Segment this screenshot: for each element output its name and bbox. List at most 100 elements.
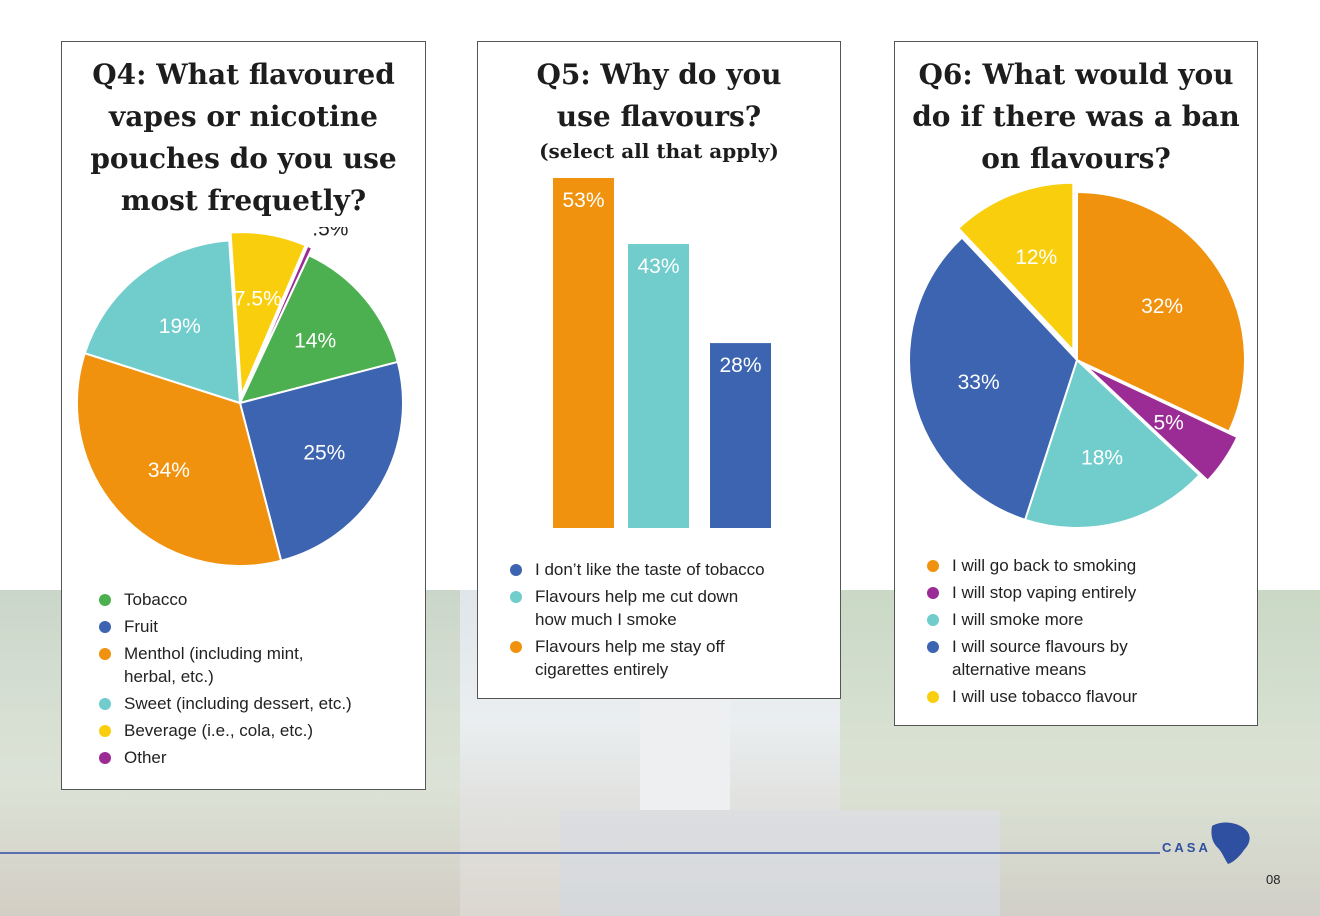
q6-title-line: on flavours?	[981, 142, 1171, 175]
q6-pie-chart: 32% 5% 18% 33% 12%	[908, 181, 1246, 529]
page-number: 08	[1266, 872, 1281, 887]
background-road	[560, 810, 1000, 916]
legend-item: I will go back to smoking	[927, 554, 1137, 577]
legend-label: Flavours help me stay off	[535, 637, 725, 656]
pie-slice-fruit	[238, 360, 404, 562]
slice-label-i-will-go-back-to-smoking: 32%	[1141, 295, 1183, 318]
q5-title: Q5: Why do you use flavours? (select all…	[478, 54, 840, 164]
slice-label-beverage-i-e-cola-etc: 7.5%	[234, 288, 282, 311]
legend-swatch	[99, 648, 111, 660]
legend-item: Flavours help me stay off cigarettes enti…	[510, 635, 765, 681]
bar-i-don-t-like-the-taste-of-tobacco	[710, 343, 771, 528]
pie-slice-i-will-stop-vaping-entirely	[1084, 364, 1239, 483]
slice-label-sweet-including-dessert-etc: 19%	[159, 315, 201, 338]
legend-swatch	[510, 564, 522, 576]
legend-item: Beverage (i.e., cola, etc.)	[99, 719, 352, 742]
legend-item: I will smoke more	[927, 608, 1137, 631]
legend-label: Beverage (i.e., cola, etc.)	[124, 721, 313, 740]
slice-label-fruit: 25%	[303, 441, 345, 464]
slice-label-tobacco: 14%	[294, 329, 336, 352]
q4-panel: Q4: What flavoured vapes or nicotine pou…	[61, 41, 426, 790]
slice-label-i-will-source-flavours-by-alternative-me: 33%	[958, 371, 1000, 394]
q4-title-line: vapes or nicotine	[109, 100, 378, 133]
q4-title-line: most frequetly?	[120, 184, 367, 217]
legend-item: I don’t like the taste of tobacco	[510, 558, 765, 581]
legend-swatch	[99, 752, 111, 764]
bar-label-flavours-help-me-cut-down-how-much-i-smo: 43%	[637, 255, 679, 278]
pie-slice-tobacco	[238, 253, 399, 405]
q5-legend: I don’t like the taste of tobacco Flavour…	[510, 558, 765, 685]
q4-title: Q4: What flavoured vapes or nicotine pou…	[62, 54, 425, 222]
legend-item: I will use tobacco flavour	[927, 685, 1137, 708]
legend-swatch	[927, 614, 939, 626]
legend-item: Fruit	[99, 615, 352, 638]
legend-item: Other	[99, 746, 352, 769]
legend-label: I will go back to smoking	[952, 556, 1137, 575]
q6-title-line: Q6: What would you	[918, 58, 1234, 91]
slice-label-other: .5%	[312, 227, 348, 240]
bar-label-i-don-t-like-the-taste-of-tobacco: 28%	[719, 354, 761, 377]
legend-item: I will source flavours by alternative mea…	[927, 635, 1137, 681]
q6-title-line: do if there was a ban	[912, 100, 1240, 133]
q5-panel: Q5: Why do you use flavours? (select all…	[477, 41, 841, 699]
legend-label: Sweet (including dessert, etc.)	[124, 694, 352, 713]
legend-label: I will smoke more	[952, 610, 1084, 629]
q6-legend: I will go back to smoking I will stop vap…	[927, 554, 1137, 712]
q4-title-line: pouches do you use	[90, 142, 397, 175]
q4-legend: Tobacco Fruit Menthol (including mint, herb…	[99, 588, 352, 773]
legend-swatch	[99, 594, 111, 606]
legend-label: I will source flavours by	[952, 637, 1128, 656]
legend-label: Other	[124, 748, 167, 767]
legend-swatch	[99, 621, 111, 633]
background-building	[640, 700, 730, 820]
legend-swatch	[927, 560, 939, 572]
q5-title-line: use flavours?	[556, 100, 762, 133]
q4-pie-chart: 14% 25% 34% 19% 7.5% .5%	[76, 227, 404, 567]
q6-title: Q6: What would you do if there was a ban…	[895, 54, 1257, 180]
pie-slice-other	[242, 244, 314, 397]
bar-label-flavours-help-me-stay-off-cigarettes-ent: 53%	[562, 189, 604, 212]
legend-label: I don’t like the taste of tobacco	[535, 560, 765, 579]
legend-item: Menthol (including mint, herbal, etc.)	[99, 642, 352, 688]
bar-flavours-help-me-cut-down-how-much-i-smo	[628, 244, 689, 529]
legend-label: Fruit	[124, 617, 158, 636]
slice-label-menthol-including-mint-herbal-etc: 34%	[148, 459, 190, 482]
legend-label: herbal, etc.)	[124, 667, 214, 686]
legend-label: alternative means	[952, 660, 1087, 679]
legend-item: Flavours help me cut down how much I smok…	[510, 585, 765, 631]
legend-label: how much I smoke	[535, 610, 677, 629]
pie-slice-beverage-i-e-cola-etc	[229, 231, 307, 396]
logo-text: CASA	[1162, 840, 1211, 855]
legend-swatch	[510, 641, 522, 653]
footer-rule	[0, 852, 1160, 854]
legend-label: Flavours help me cut down	[535, 587, 739, 606]
pie-slice-sweet-including-dessert-etc	[83, 239, 242, 405]
legend-label: I will use tobacco flavour	[952, 687, 1138, 706]
slice-label-i-will-stop-vaping-entirely: 5%	[1153, 411, 1183, 434]
slice-label-i-will-smoke-more: 18%	[1081, 447, 1123, 470]
legend-item: I will stop vaping entirely	[927, 581, 1137, 604]
bar-flavours-help-me-stay-off-cigarettes-ent	[553, 178, 614, 528]
legend-label: Tobacco	[124, 590, 188, 609]
legend-label: I will stop vaping entirely	[952, 583, 1137, 602]
q5-bar-chart: 53% 43% 28%	[553, 178, 771, 529]
legend-label: cigarettes entirely	[535, 660, 669, 679]
legend-swatch	[99, 698, 111, 710]
q5-title-line: Q5: Why do you	[536, 58, 782, 91]
slice-label-i-will-use-tobacco-flavour: 12%	[1015, 246, 1057, 269]
pie-slice-i-will-smoke-more	[1023, 358, 1201, 529]
legend-swatch	[927, 587, 939, 599]
legend-swatch	[510, 591, 522, 603]
legend-swatch	[99, 725, 111, 737]
legend-swatch	[927, 691, 939, 703]
legend-swatch	[927, 641, 939, 653]
legend-item: Sweet (including dessert, etc.)	[99, 692, 352, 715]
legend-label: Menthol (including mint,	[124, 644, 304, 663]
pie-slice-i-will-go-back-to-smoking	[1076, 190, 1246, 433]
pie-slice-i-will-source-flavours-by-alternative-me	[908, 236, 1079, 522]
pie-slice-menthol-including-mint-herbal-etc	[76, 351, 283, 567]
q4-title-line: Q4: What flavoured	[92, 58, 395, 91]
pie-slice-i-will-use-tobacco-flavour	[956, 181, 1075, 354]
casa-logo: CASA	[1162, 822, 1250, 864]
africa-map-icon	[1211, 822, 1250, 864]
